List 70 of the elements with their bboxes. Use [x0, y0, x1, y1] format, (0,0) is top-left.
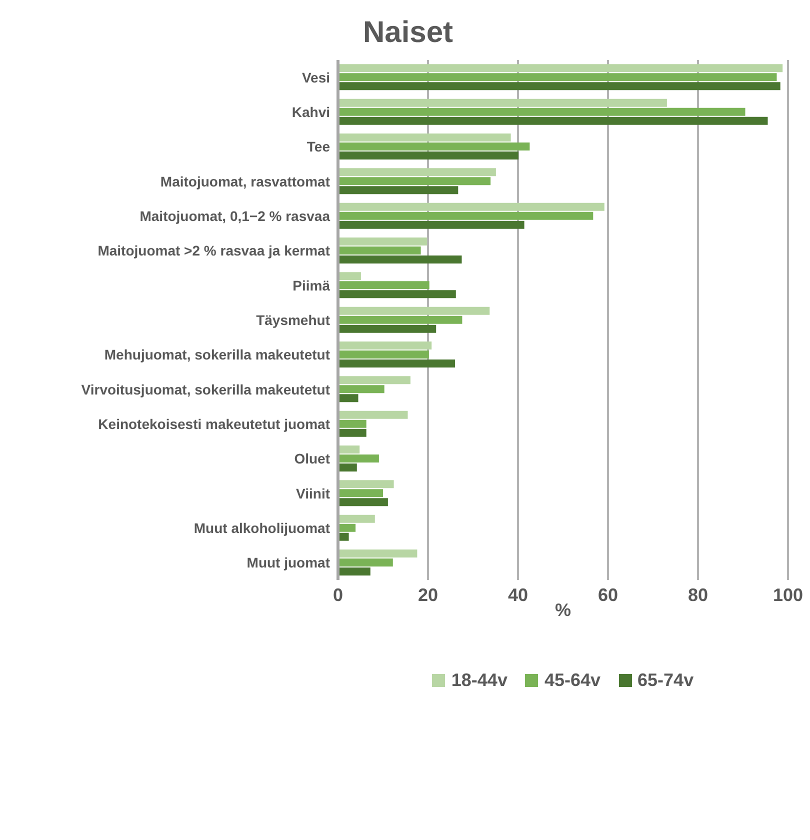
bar [338, 151, 518, 160]
bar [338, 514, 375, 523]
bar [338, 220, 524, 229]
y-tick-label: Muut alkoholijuomat [194, 520, 330, 536]
bar [338, 454, 379, 462]
bar [338, 428, 366, 437]
bar [338, 73, 777, 82]
bar [338, 177, 491, 186]
bar [338, 410, 408, 419]
bar [338, 567, 370, 576]
x-tick-label: 100 [772, 584, 804, 605]
bar [338, 385, 384, 394]
x-tick-label: 0 [332, 584, 344, 605]
x-tick-label: 60 [598, 584, 618, 605]
bar [338, 272, 361, 280]
y-tick-label: Tee [306, 138, 330, 155]
y-tick-label: Maitojuomat >2 % rasvaa ja kermat [98, 242, 330, 259]
y-tick-label: Oluet [294, 450, 330, 467]
bar [338, 212, 594, 220]
legend-label: 65-74v [636, 670, 694, 691]
bar [338, 202, 604, 211]
bar [338, 498, 388, 506]
bar [338, 255, 462, 264]
bar [338, 489, 383, 498]
bar [338, 246, 421, 254]
x-tick-label: 40 [508, 584, 528, 605]
bar [338, 116, 768, 125]
bar [338, 64, 783, 72]
bar [338, 168, 496, 176]
y-tick-label: Piimä [292, 277, 330, 294]
bar [338, 133, 511, 142]
legend-label: 18-44v [450, 670, 508, 691]
bar [338, 524, 356, 532]
y-tick-label: Keinotekoisesti makeutetut juomat [98, 416, 330, 432]
bar [338, 108, 746, 116]
bar [338, 394, 358, 402]
bar [338, 350, 429, 358]
bar [338, 237, 428, 246]
bar [338, 341, 432, 350]
y-tick-label: Kahvi [292, 104, 330, 120]
bar [338, 82, 780, 90]
bar [338, 306, 490, 315]
y-tick-label: Täysmehut [256, 312, 330, 328]
legend-label: 45-64v [543, 670, 601, 691]
x-tick-label: 80 [688, 584, 708, 605]
y-tick-label: Virvoitusjuomat, sokerilla makeutetut [81, 381, 330, 398]
chart-title: Naiset [362, 15, 454, 51]
y-tick-label: Vesi [302, 69, 330, 86]
bar [338, 142, 530, 150]
bar [338, 376, 410, 384]
bar [338, 186, 458, 194]
y-tick-label: Muut juomat [246, 554, 330, 571]
bar [338, 98, 667, 107]
bar [338, 445, 360, 454]
bar [338, 281, 430, 290]
y-tick-label: Mehujuomat, sokerilla makeutetut [104, 346, 330, 363]
bar [338, 463, 357, 472]
bar [338, 359, 455, 368]
bar [338, 480, 394, 488]
bar [338, 558, 393, 566]
bar [338, 324, 436, 333]
x-axis-title: % [554, 600, 571, 620]
bar [338, 420, 366, 428]
x-tick-label: 20 [418, 584, 438, 605]
y-tick-label: Maitojuomat, rasvattomat [160, 173, 330, 190]
y-tick-label: Maitojuomat, 0,1−2 % rasvaa [140, 208, 330, 224]
bar [338, 290, 456, 298]
y-tick-label: Viinit [296, 485, 330, 502]
bar [338, 316, 462, 324]
bar [338, 549, 418, 558]
